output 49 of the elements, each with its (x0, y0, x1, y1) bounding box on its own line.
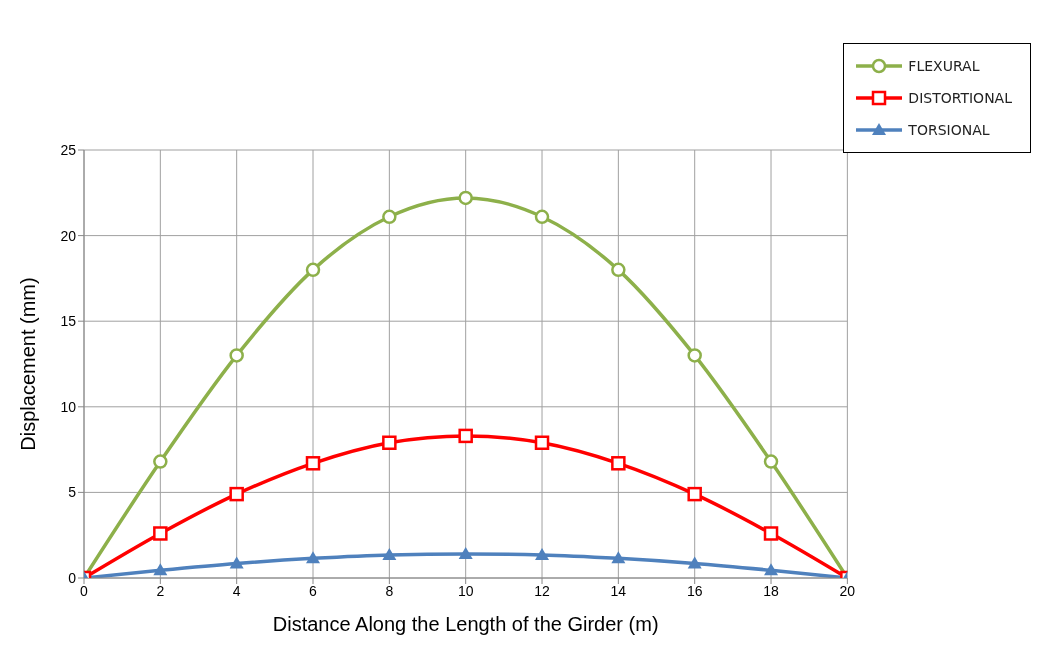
y-tick-label: 25 (60, 141, 77, 158)
point (687, 348, 702, 363)
x-axis-title: Distance Along the Length of the Girder (m) (272, 613, 659, 635)
legend-label: TORSIONAL (908, 122, 990, 138)
legend-label: FLEXURAL (908, 58, 980, 74)
point (611, 551, 626, 564)
point (306, 551, 321, 564)
point (229, 348, 244, 363)
point (611, 456, 626, 471)
point (229, 556, 244, 569)
point (534, 209, 550, 225)
x-tick-label: 20 (839, 582, 856, 599)
point (763, 526, 779, 541)
y-tick-label: 20 (60, 227, 77, 244)
x-tick-label: 6 (309, 582, 318, 599)
point (687, 486, 702, 502)
x-tick-label: 18 (763, 582, 780, 599)
point (458, 428, 473, 444)
point (534, 435, 550, 450)
point (611, 262, 626, 278)
point (229, 486, 244, 502)
x-tick-label: 8 (385, 582, 394, 599)
x-tick-label: 10 (457, 582, 474, 599)
point (382, 547, 397, 560)
point (763, 454, 779, 469)
point (687, 556, 702, 569)
point (153, 454, 168, 469)
y-tick-label: 15 (60, 313, 77, 330)
point (305, 262, 321, 278)
point (153, 563, 168, 576)
x-tick-label: 14 (610, 582, 627, 599)
point (764, 563, 779, 576)
point (382, 435, 397, 450)
point (458, 547, 473, 560)
y-tick-label: 10 (60, 398, 77, 415)
y-tick-label: 5 (68, 484, 77, 501)
point (458, 190, 473, 206)
legend-label: DISTORTIONAL (908, 90, 1012, 106)
point (305, 456, 321, 471)
point (382, 209, 397, 225)
y-tick-label: 0 (68, 569, 77, 586)
x-tick-label: 12 (534, 582, 551, 599)
point (535, 547, 550, 560)
point (153, 526, 168, 541)
x-tick-label: 4 (232, 582, 241, 599)
x-tick-label: 16 (686, 582, 703, 599)
x-tick-label: 2 (156, 582, 165, 599)
y-axis-title: Displacement (mm) (17, 277, 40, 451)
x-tick-label: 0 (80, 582, 89, 599)
